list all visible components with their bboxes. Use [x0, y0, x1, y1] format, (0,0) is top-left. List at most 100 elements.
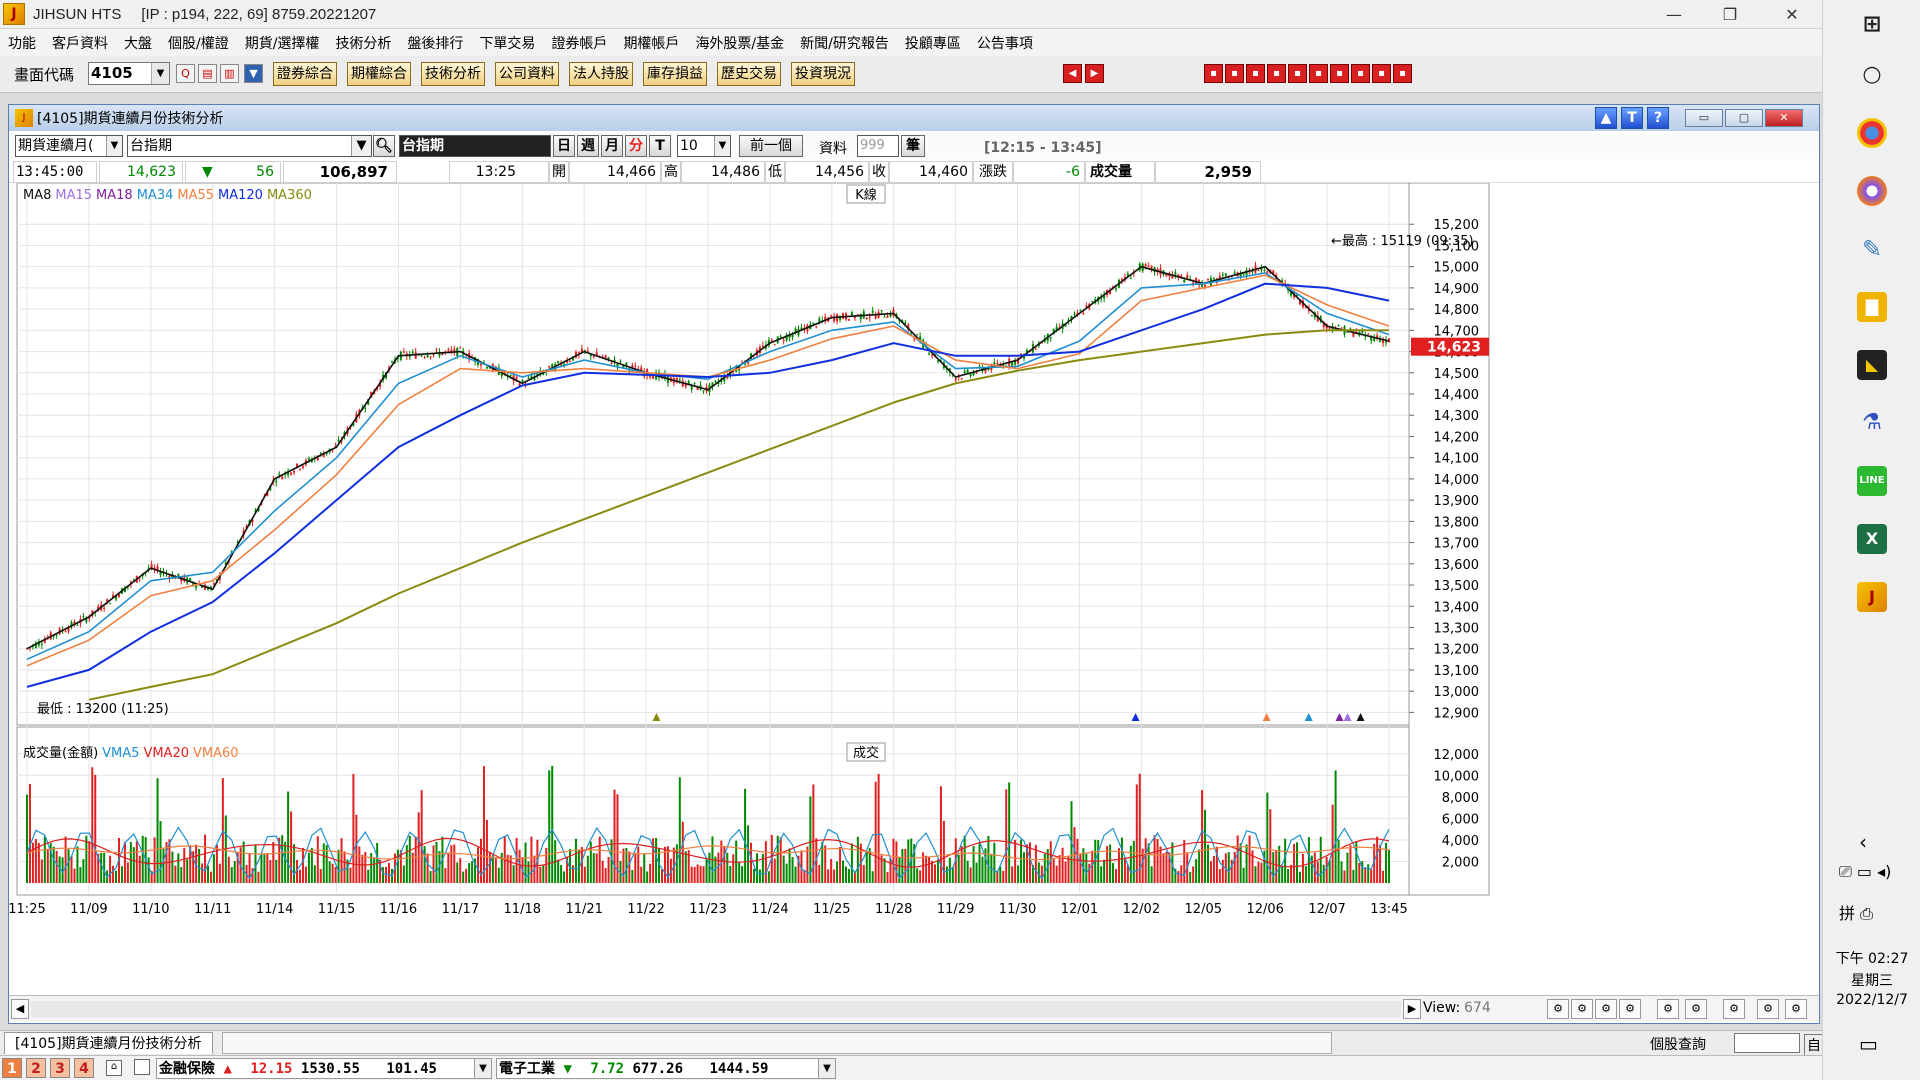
sticky-notes-icon[interactable]: ◣: [1857, 350, 1887, 380]
reload-icon[interactable]: ⚙: [1619, 999, 1641, 1019]
forward-icon[interactable]: ▶: [1085, 64, 1104, 83]
chevron-down-icon[interactable]: ▼: [818, 1058, 836, 1079]
sub-close-icon[interactable]: ✕: [1765, 109, 1803, 127]
settings-icon[interactable]: ⚙: [1785, 999, 1807, 1019]
toolbar-button[interactable]: 庫存損益: [643, 62, 707, 86]
stock-lookup-input[interactable]: [1734, 1033, 1800, 1053]
toolbar-button[interactable]: 證券綜合: [273, 62, 337, 86]
sub-minimize-icon[interactable]: ▭: [1685, 109, 1723, 127]
page-button[interactable]: 1: [2, 1058, 22, 1078]
zoom-icon[interactable]: ⚙: [1595, 999, 1617, 1019]
code-input[interactable]: 4105 ▼: [88, 62, 170, 85]
tool-icon[interactable]: ▪: [1267, 64, 1286, 83]
jihsun-icon[interactable]: J: [1857, 582, 1887, 612]
checkbox[interactable]: [134, 1059, 150, 1075]
minimize-icon[interactable]: —: [1666, 5, 1682, 24]
back-icon[interactable]: ◀: [1063, 64, 1082, 83]
menu-item[interactable]: 期權帳戶: [623, 35, 680, 52]
period-button[interactable]: 週: [577, 135, 599, 157]
menu-item[interactable]: 期貨/選擇權: [244, 35, 320, 52]
toolbar-button[interactable]: 歷史交易: [717, 62, 781, 86]
t-icon[interactable]: T: [1621, 107, 1643, 129]
menu-item[interactable]: 投顧專區: [904, 35, 961, 52]
chevron-down-icon[interactable]: ▼: [474, 1058, 492, 1079]
tool-icon[interactable]: ▪: [1288, 64, 1307, 83]
tool-icon[interactable]: ▪: [1372, 64, 1391, 83]
chrome-icon[interactable]: [1857, 118, 1887, 148]
menu-item[interactable]: 下單交易: [479, 35, 536, 52]
maximize-icon[interactable]: ❐: [1722, 5, 1738, 24]
browser-icon[interactable]: [1857, 176, 1887, 206]
sub-restore-icon[interactable]: ▢: [1725, 109, 1763, 127]
menu-item[interactable]: 新聞/研究報告: [800, 35, 889, 52]
tool-icon[interactable]: ▪: [1351, 64, 1370, 83]
chevron-down-icon[interactable]: ▼: [106, 136, 122, 156]
symbol-select[interactable]: 台指期 ▼: [127, 135, 372, 157]
tool-icon[interactable]: ▪: [1309, 64, 1328, 83]
folder-icon[interactable]: ▇: [1857, 292, 1887, 322]
pan-icon[interactable]: ⚙: [1571, 999, 1593, 1019]
toolbar-button[interactable]: 公司資料: [495, 62, 559, 86]
page-button[interactable]: 2: [26, 1058, 46, 1078]
lock-icon[interactable]: ⌂: [106, 1060, 122, 1076]
up-icon[interactable]: ▲: [1595, 107, 1617, 129]
tray-icons[interactable]: ⎚ ▭ ◂): [1839, 862, 1892, 881]
view-value[interactable]: 674: [1464, 1000, 1491, 1016]
notification-icon[interactable]: ▭: [1859, 1032, 1878, 1056]
windows-start-icon[interactable]: ⊞: [1862, 12, 1882, 37]
dropdown-icon[interactable]: ▼: [244, 64, 263, 83]
refresh-icon[interactable]: ⚙: [1547, 999, 1569, 1019]
tool-icon[interactable]: ▪: [1330, 64, 1349, 83]
interval-select[interactable]: 10 ▼: [677, 135, 731, 157]
scroll-left-icon[interactable]: ◀: [11, 999, 29, 1019]
chevron-down-icon[interactable]: ▼: [151, 63, 169, 84]
scrollbar-track[interactable]: [31, 1001, 1401, 1017]
menu-item[interactable]: 個股/權證: [168, 35, 229, 52]
chart-icon[interactable]: ▥: [220, 64, 239, 83]
layout-icon[interactable]: ⚙: [1723, 999, 1745, 1019]
tool-icon[interactable]: ▪: [1246, 64, 1265, 83]
scroll-right-icon[interactable]: ▶: [1403, 999, 1421, 1019]
toolbar-button[interactable]: 技術分析: [421, 62, 485, 86]
period-button[interactable]: 月: [601, 135, 623, 157]
toolbar-button[interactable]: 期權綜合: [347, 62, 411, 86]
prev-button[interactable]: 前一個: [739, 135, 803, 157]
period-button[interactable]: 分: [625, 135, 647, 157]
search-icon[interactable]: 🔍︎: [373, 135, 395, 157]
menu-item[interactable]: 技術分析: [335, 35, 392, 52]
menu-item[interactable]: 大盤: [124, 35, 152, 52]
indicator-icon[interactable]: ⚙: [1657, 999, 1679, 1019]
excel-icon[interactable]: X: [1857, 524, 1887, 554]
menu-item[interactable]: 海外股票/基金: [695, 35, 785, 52]
tool-icon[interactable]: ▪: [1204, 64, 1223, 83]
toolbar-button[interactable]: 投資現況: [791, 62, 855, 86]
page-button[interactable]: 4: [74, 1058, 94, 1078]
paint-icon[interactable]: ✎: [1861, 235, 1883, 263]
chevron-down-icon[interactable]: ▼: [351, 136, 371, 156]
menu-item[interactable]: 盤後排行: [407, 35, 464, 52]
help-icon[interactable]: ?: [1647, 107, 1669, 129]
type-select[interactable]: 期貨連續月(▼: [15, 135, 123, 157]
chevron-left-icon[interactable]: ‹: [1859, 830, 1867, 854]
page-button[interactable]: 3: [50, 1058, 70, 1078]
draw-icon[interactable]: ⚙: [1757, 999, 1779, 1019]
menu-item[interactable]: 客戶資料: [52, 35, 108, 52]
line-icon[interactable]: LINE: [1857, 466, 1887, 496]
auto-button[interactable]: 自: [1804, 1034, 1824, 1056]
tool-icon[interactable]: ▪: [1393, 64, 1412, 83]
menu-item[interactable]: 證券帳戶: [551, 35, 608, 52]
menu-item[interactable]: 功能: [8, 35, 36, 52]
search-circle-icon[interactable]: ○: [1862, 62, 1882, 87]
search-icon[interactable]: Q: [176, 64, 195, 83]
close-icon[interactable]: ✕: [1785, 5, 1799, 24]
period-button[interactable]: T: [649, 135, 671, 157]
tab-analysis[interactable]: [4105]期貨連續月份技術分析: [4, 1032, 213, 1054]
toolbar-button[interactable]: 法人持股: [569, 62, 633, 86]
folder-icon[interactable]: ▤: [198, 64, 217, 83]
data-count-input[interactable]: 999: [857, 135, 899, 157]
flask-icon[interactable]: ⚗: [1862, 410, 1882, 435]
chevron-down-icon[interactable]: ▼: [714, 136, 730, 156]
period-button[interactable]: 日: [553, 135, 575, 157]
tool-icon[interactable]: ▪: [1225, 64, 1244, 83]
menu-item[interactable]: 公告事項: [976, 35, 1033, 52]
